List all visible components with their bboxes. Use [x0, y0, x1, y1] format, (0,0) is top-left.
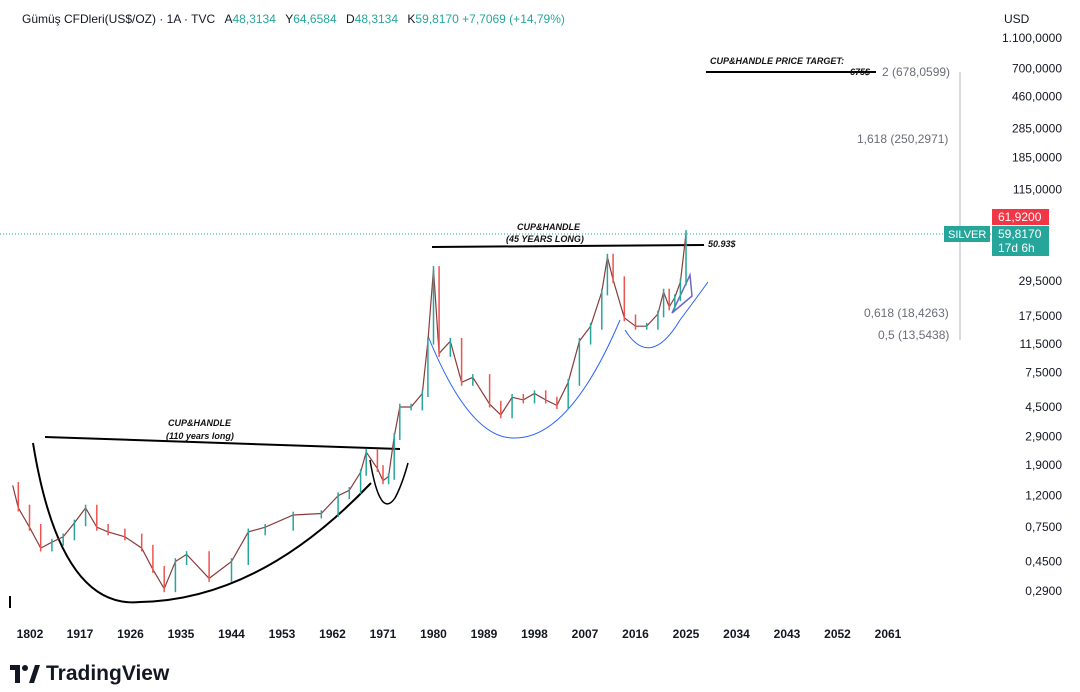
symbol-tag: SILVER [948, 229, 986, 241]
y-tick-label: 1.100,0000 [1002, 31, 1062, 45]
x-tick-label: 2043 [774, 627, 801, 641]
x-tick-label: 1971 [370, 627, 397, 641]
tradingview-wordmark: TradingView [46, 662, 170, 685]
open-value: 48,3134 [232, 12, 276, 26]
annotation-rim-price: 50.93$ [708, 239, 737, 249]
price-series-line [12, 233, 687, 591]
high-value: 64,6584 [293, 12, 337, 26]
x-tick-label: 2061 [875, 627, 902, 641]
annotation-target-price: 675$ [850, 67, 871, 77]
y-tick-label: 11,5000 [1020, 337, 1063, 351]
rim-line-110y [44, 436, 401, 450]
tradingview-logo-icon [10, 665, 40, 683]
y-tick-label: 0,2900 [1025, 584, 1062, 598]
annotation-target-title: CUP&HANDLE PRICE TARGET: [710, 56, 844, 66]
last-price-tag-bg [992, 226, 1049, 256]
symbol-tag-bg [944, 226, 990, 242]
y-tick-label: 2,9000 [1025, 430, 1062, 444]
high-label: Y [285, 12, 294, 26]
countdown-tag: 17d 6h [998, 241, 1035, 255]
last-price-tag: 59,8170 [998, 227, 1042, 241]
y-tick-label: 1,2000 [1025, 489, 1062, 503]
x-tick-label: 1998 [521, 627, 548, 641]
fib-05: 0,5 (13,5438) [878, 328, 949, 342]
x-tick-label: 1962 [319, 627, 346, 641]
fib-2: 2 (678,0599) [882, 65, 950, 79]
handle-curve-45y [624, 281, 709, 349]
x-tick-label: 1989 [471, 627, 498, 641]
x-tick-label: 1953 [269, 627, 296, 641]
x-tick-label: 1802 [17, 627, 44, 641]
fib-1618: 1,618 (250,2971) [857, 132, 948, 146]
y-tick-label: 29,5000 [1019, 274, 1063, 288]
x-tick-label: 2025 [673, 627, 700, 641]
x-tick-label: 1926 [117, 627, 144, 641]
y-tick-label: 700,0000 [1012, 61, 1062, 75]
close-value: 59,8170 [415, 12, 459, 26]
low-value: 48,3134 [354, 12, 399, 26]
y-tick-label: 0,7500 [1025, 520, 1062, 534]
tradingview-logo[interactable]: TradingView [10, 662, 169, 686]
y-tick-label: 7,5000 [1025, 366, 1062, 380]
annotation-cup-110y: CUP&HANDLE [168, 418, 232, 428]
high-price-tag-bg [992, 209, 1049, 225]
y-tick-label: 1,9000 [1025, 458, 1062, 472]
y-tick-label: 0,4500 [1025, 555, 1062, 569]
low-label: D [345, 12, 355, 26]
fib-0618: 0,618 (18,4263) [864, 306, 949, 320]
x-axis[interactable]: 1802 1917 1926 1935 1944 1953 1962 1971 1980 1989… [17, 627, 902, 641]
cup-curve-45y [427, 319, 621, 439]
x-tick-label: 2034 [723, 627, 750, 641]
annotation-cup-110y-sub: (110 years long) [166, 431, 234, 441]
price-bars [17, 230, 687, 593]
open-label: A [224, 12, 233, 26]
x-tick-label: 1980 [420, 627, 447, 641]
x-tick-label: 2016 [622, 627, 649, 641]
x-tick-label: 1944 [218, 627, 245, 641]
handle-curve-110y [369, 459, 409, 505]
y-tick-label: 460,0000 [1012, 90, 1062, 104]
y-tick-label: 285,0000 [1012, 122, 1062, 136]
y-tick-label: 185,0000 [1012, 151, 1062, 165]
y-tick-label: 115,0000 [1013, 183, 1062, 197]
y-axis[interactable]: 1.100,0000 700,0000 460,0000 285,0000 185,00… [1002, 31, 1062, 598]
x-tick-label: 2052 [824, 627, 851, 641]
legend-header: Gümüş CFDleri(US$/OZ) · 1A · TVC A48,313… [22, 12, 565, 26]
annotation-cup-45y-sub: (45 YEARS LONG) [506, 234, 584, 244]
y-tick-label: 4,5000 [1025, 400, 1062, 414]
high-price-tag: 61,9200 [998, 210, 1042, 224]
symbol-title[interactable]: Gümüş CFDleri(US$/OZ) · 1A · TVC [22, 12, 216, 26]
change-value: +7,7069 (+14,79%) [462, 12, 565, 26]
x-tick-label: 1917 [67, 627, 94, 641]
x-tick-label: 1935 [168, 627, 195, 641]
y-tick-label: 17,5000 [1019, 309, 1063, 323]
cup-curve-110y [32, 442, 372, 604]
close-label: K [407, 12, 416, 26]
annotation-cup-45y: CUP&HANDLE [517, 222, 581, 232]
x-tick-label: 2007 [572, 627, 599, 641]
currency-label[interactable]: USD [1004, 12, 1030, 26]
rim-line-45y [431, 244, 705, 248]
